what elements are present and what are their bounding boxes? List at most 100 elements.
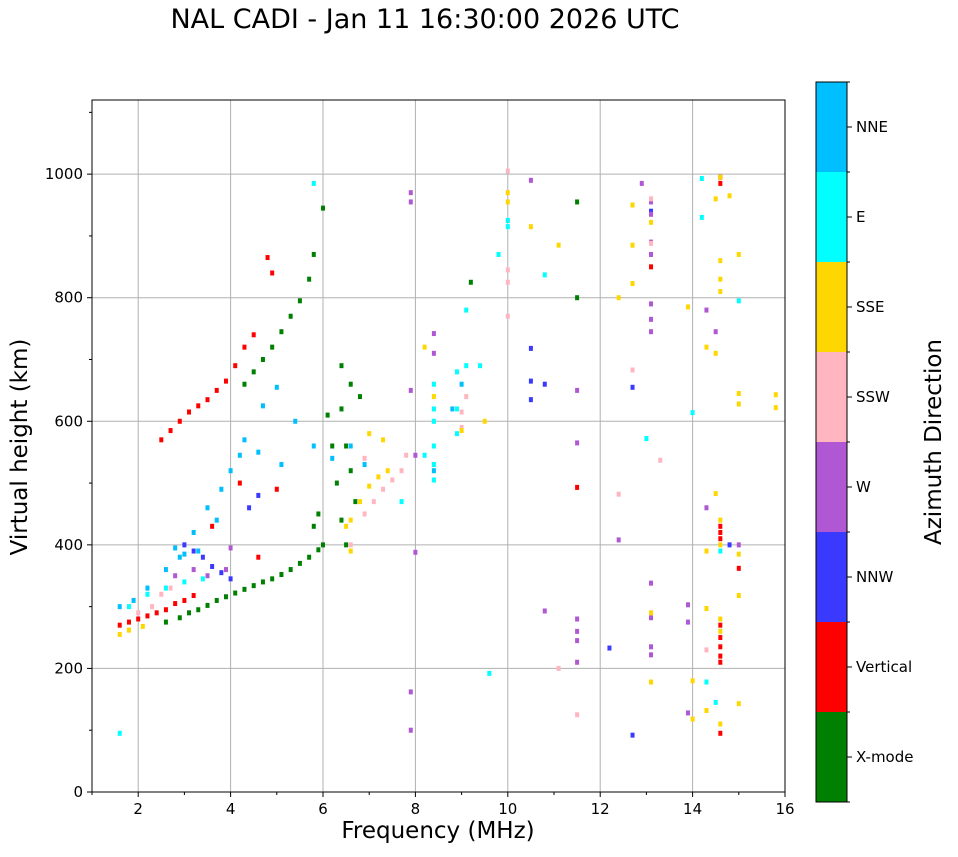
echo-point-ssw — [556, 665, 561, 671]
echo-point-x-mode — [339, 363, 344, 369]
echo-point-sse — [649, 610, 654, 616]
echo-point-sse — [718, 258, 723, 264]
x-axis-label: Frequency (MHz) — [341, 818, 535, 844]
echo-point-vertical — [237, 480, 242, 486]
echo-point-vertical — [265, 255, 270, 261]
echo-point-nnw — [528, 345, 533, 351]
x-tick-label: 6 — [318, 800, 328, 818]
colorbar-segment-e — [816, 172, 847, 262]
x-tick-label: 10 — [498, 800, 517, 818]
echo-point-sse — [630, 202, 635, 208]
echo-point-vertical — [256, 554, 261, 560]
echo-point-w — [575, 387, 580, 393]
echo-point-sse — [459, 428, 464, 434]
echo-point-ssw — [704, 647, 709, 653]
echo-point-sse — [348, 548, 353, 554]
echo-point-nnw — [219, 570, 224, 576]
echo-point-e — [542, 272, 547, 278]
echo-point-nnw — [649, 208, 654, 214]
echo-point-vertical — [187, 409, 192, 415]
echo-point-w — [542, 608, 547, 614]
echo-point-ssw — [575, 712, 580, 718]
echo-point-nne — [173, 545, 178, 551]
echo-point-sse — [556, 242, 561, 248]
echo-point-e — [117, 730, 122, 736]
echo-point-x-mode — [288, 313, 293, 319]
echo-point-x-mode — [330, 443, 335, 449]
echo-point-nne — [196, 548, 201, 554]
echo-point-e — [311, 180, 316, 186]
echo-point-w — [713, 329, 718, 335]
echo-point-nne — [459, 381, 464, 387]
echo-point-e — [464, 307, 469, 313]
echo-point-nnw — [727, 542, 732, 548]
echo-point-vertical — [126, 619, 131, 625]
echo-point-w — [408, 199, 413, 205]
echo-point-ssw — [649, 240, 654, 246]
echo-point-sse — [773, 392, 778, 398]
echo-point-sse — [140, 623, 145, 629]
echo-point-nne — [177, 554, 182, 560]
echo-point-e — [126, 604, 131, 610]
colorbar-segment-w — [816, 442, 847, 532]
echo-point-w — [649, 199, 654, 205]
echo-point-ssw — [649, 196, 654, 202]
echo-point-e — [454, 406, 459, 412]
echo-point-x-mode — [325, 412, 330, 418]
echo-point-e — [736, 298, 741, 304]
echo-point-nnw — [256, 492, 261, 498]
echo-point-x-mode — [260, 357, 265, 362]
echo-point-e — [431, 381, 436, 387]
echo-point-w — [413, 549, 418, 555]
x-tick-label: 8 — [411, 800, 421, 818]
echo-point-nne — [191, 530, 196, 535]
echo-point-w — [649, 301, 654, 307]
echo-point-x-mode — [357, 394, 362, 400]
echo-point-w — [575, 638, 580, 644]
echo-point-sse — [704, 707, 709, 713]
echo-point-e — [478, 363, 483, 369]
echo-point-nnw — [247, 505, 252, 511]
echo-point-w — [649, 329, 654, 335]
echo-point-w — [649, 580, 654, 586]
y-tick-label: 0 — [73, 783, 83, 801]
echo-point-e — [464, 363, 469, 369]
echo-point-nnw — [528, 378, 533, 384]
echo-point-e — [399, 499, 404, 505]
echo-point-w — [649, 652, 654, 658]
echo-point-x-mode — [279, 572, 284, 578]
echo-point-x-mode — [316, 547, 321, 553]
echo-point-x-mode — [251, 369, 256, 375]
colorbar-tick-label: X-mode — [856, 748, 913, 766]
echo-point-w — [649, 251, 654, 257]
x-axis-ticks: 2 4 6 8 10 12 14 16 — [91, 792, 795, 818]
echo-point-w — [205, 573, 210, 579]
echo-point-vertical — [214, 387, 219, 393]
echo-point-sse — [704, 548, 709, 554]
echo-point-w — [649, 211, 654, 217]
echo-point-x-mode — [297, 560, 302, 566]
echo-point-vertical — [163, 607, 168, 613]
colorbar-tick-label: NNE — [856, 118, 888, 136]
echo-point-w — [228, 545, 233, 551]
echo-point-ssw — [658, 457, 663, 463]
echo-point-e — [704, 679, 709, 685]
echo-point-w — [649, 615, 654, 621]
echo-point-w — [685, 602, 690, 608]
echo-point-sse — [685, 304, 690, 310]
echo-point-sse — [385, 468, 390, 474]
echo-point-e — [200, 576, 205, 582]
echo-point-sse — [690, 678, 695, 684]
colorbar-segment-sse — [816, 262, 847, 352]
echo-point-nne — [274, 384, 279, 390]
echo-point-w — [223, 567, 228, 573]
echo-point-sse — [718, 289, 723, 295]
echo-point-ssw — [464, 394, 469, 400]
echo-point-vertical — [718, 180, 723, 186]
echo-point-sse — [718, 542, 723, 548]
echo-point-e — [431, 477, 436, 483]
echo-point-nne — [279, 462, 284, 468]
echo-point-sse — [736, 701, 741, 707]
echo-point-ssw — [505, 168, 510, 174]
echo-point-nne — [219, 486, 224, 492]
